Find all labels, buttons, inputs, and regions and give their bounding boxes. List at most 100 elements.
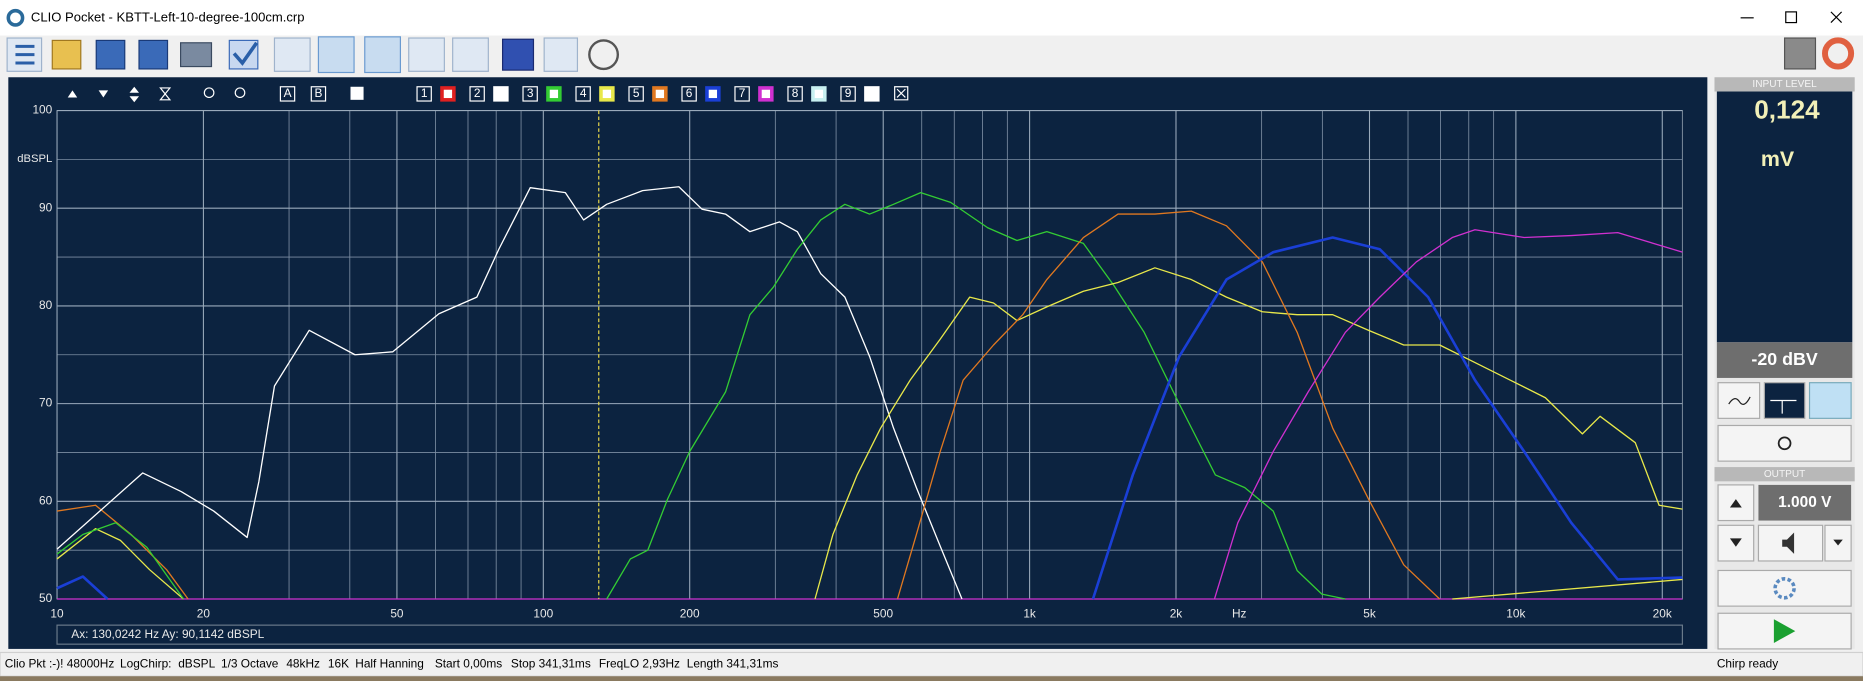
- overlay-color[interactable]: [758, 86, 774, 102]
- status-item: Half Hanning: [355, 657, 424, 671]
- overlay-number-box[interactable]: [840, 86, 856, 102]
- check-icon: [232, 41, 259, 66]
- close-button[interactable]: [1830, 11, 1843, 24]
- window-title: CLIO Pocket - KBTT-Left-10-degree-100cm.…: [31, 9, 305, 24]
- output-header-bg: [1714, 467, 1855, 482]
- overlay-number-box[interactable]: [469, 86, 485, 102]
- impulse-button[interactable]: [543, 37, 579, 72]
- compress-button[interactable]: [159, 87, 172, 101]
- coupling-icon: [1728, 396, 1751, 405]
- y-tick-label: 90: [39, 200, 53, 214]
- view-button-5[interactable]: [452, 37, 489, 72]
- view-button-1[interactable]: [273, 37, 311, 72]
- ab-button[interactable]: [279, 86, 296, 102]
- overlay-color[interactable]: [599, 86, 615, 102]
- status-items: Clio Pkt :-)! 48000Hz LogChirp: dBSPL 1/3 O…: [5, 657, 779, 671]
- x-tick-label: 20: [197, 607, 211, 621]
- frequency-response: [814, 267, 1683, 600]
- save-button[interactable]: [95, 39, 126, 70]
- y-tick-label: 80: [39, 298, 53, 312]
- ab-button[interactable]: [310, 86, 327, 102]
- overlay-color[interactable]: [440, 86, 456, 102]
- check-overlays-button[interactable]: [350, 86, 364, 100]
- ruler-button[interactable]: [1783, 37, 1817, 70]
- side-panel: INPUT LEVEL 0,124 mV -20 dBV OUTPUT 1.00…: [1714, 77, 1855, 650]
- phantom-button[interactable]: [1808, 382, 1852, 419]
- x-tick-label: 500: [873, 607, 893, 621]
- overlay-number: 1: [421, 86, 428, 100]
- menu-icon: [15, 44, 35, 65]
- y-tick-label: 60: [39, 493, 53, 507]
- frequency-response: [56, 528, 184, 600]
- maximize-button[interactable]: [1785, 11, 1798, 24]
- frequency-response: [896, 210, 1441, 600]
- x-tick-label: 200: [680, 607, 700, 621]
- x-tick-label: 20k: [1653, 607, 1672, 621]
- x-tick-label: 50: [390, 607, 404, 621]
- expand-button[interactable]: [129, 86, 140, 103]
- view-button-4[interactable]: [408, 37, 445, 72]
- status-item: Start 0,00ms: [435, 657, 502, 671]
- settings-button[interactable]: [1717, 569, 1852, 607]
- x-tick-label: 10: [50, 607, 64, 621]
- overlay-color[interactable]: [652, 86, 668, 102]
- output-header: OUTPUT: [1764, 469, 1805, 480]
- frequency-response: [56, 575, 109, 600]
- scale-up-button[interactable]: [67, 90, 78, 98]
- overlay-number-box[interactable]: [787, 86, 803, 102]
- overlay-color[interactable]: [705, 86, 721, 102]
- overlay-color[interactable]: [864, 86, 880, 102]
- x-tick-label: 10k: [1506, 607, 1525, 621]
- input-header-bg: [1714, 77, 1855, 92]
- overlay-color[interactable]: [811, 86, 827, 102]
- loop-button[interactable]: [1717, 424, 1852, 462]
- polar-button[interactable]: [588, 39, 620, 71]
- zoom-in-button[interactable]: [203, 87, 215, 99]
- overlay-number-box[interactable]: [416, 86, 432, 102]
- clear-overlays-button[interactable]: [894, 86, 909, 101]
- frequency-response: [1452, 578, 1683, 600]
- input-range-box[interactable]: [1716, 342, 1853, 378]
- waterfall-button[interactable]: [501, 38, 535, 71]
- y-tick-label: 70: [39, 396, 53, 410]
- overlay-number-box[interactable]: [522, 86, 538, 102]
- trigger-icon: [1770, 399, 1797, 414]
- title-bar: [0, 0, 1863, 36]
- frequency-response: [606, 191, 1346, 600]
- cursor-readout-box: [56, 624, 1683, 645]
- help-button[interactable]: [1822, 37, 1855, 70]
- zoom-out-button[interactable]: [234, 87, 246, 99]
- x-unit-label: Hz: [1232, 607, 1247, 621]
- overlay-number: 7: [739, 86, 746, 100]
- open-button[interactable]: [51, 39, 82, 70]
- overlay-number-box[interactable]: [575, 86, 591, 102]
- view-button-3[interactable]: [364, 36, 401, 74]
- x-tick-label: 2k: [1170, 607, 1183, 621]
- status-item: 1/3 Octave: [221, 657, 279, 671]
- speaker-icon: [1782, 532, 1795, 554]
- app-icon: [6, 8, 25, 27]
- overlay-number-box[interactable]: [734, 86, 750, 102]
- desktop-strip: [0, 676, 1863, 681]
- save-as-button[interactable]: [138, 39, 169, 70]
- status-item: dBSPL: [178, 657, 215, 671]
- overlay-number-box[interactable]: [628, 86, 644, 102]
- view-button-2[interactable]: [317, 36, 355, 74]
- overlay-number: 8: [792, 86, 799, 100]
- loop-icon: [1777, 436, 1792, 451]
- toolbar-buttons: [6, 36, 1855, 74]
- print-button[interactable]: [180, 42, 213, 68]
- trigger-button[interactable]: [1763, 382, 1806, 419]
- up-arrow: [1729, 499, 1742, 508]
- input-range: -20 dBV: [1751, 349, 1817, 369]
- overlay-color[interactable]: [546, 86, 562, 102]
- y-axis-label: dBSPL: [17, 153, 52, 165]
- overlay-number-box[interactable]: [681, 86, 697, 102]
- down-arrow: [1729, 538, 1742, 547]
- scale-down-button[interactable]: [98, 90, 109, 98]
- menu-arrow: [1833, 539, 1843, 546]
- frequency-response: [1213, 229, 1683, 600]
- overlay-color[interactable]: [493, 86, 509, 102]
